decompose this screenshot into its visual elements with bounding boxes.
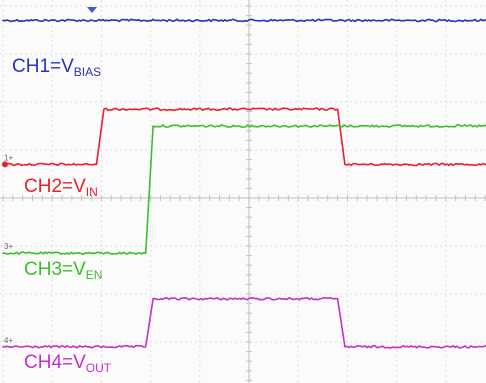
channel-marker-ch4: 4+ [4, 336, 13, 345]
channel-markers: 1+ 3+ 4+ [2, 153, 13, 345]
trace-ch2 [2, 107, 486, 167]
ch4-label: CH4=VOUT [24, 352, 112, 375]
trace-ch3 [2, 124, 486, 255]
channel-marker-ch2: 1+ [4, 153, 13, 162]
trace-ch1 [2, 18, 486, 23]
ch2-label: CH2=VIN [24, 176, 98, 199]
ch2-level-marker-icon [2, 161, 8, 168]
channel-marker-ch3: 3+ [4, 242, 13, 251]
trigger-marker-icon [87, 7, 97, 13]
trace-ch4 [2, 296, 486, 349]
ch3-label: CH3=VEN [24, 259, 102, 282]
channel-labels: CH1=VBIAS CH2=VIN CH3=VEN CH4=VOUT [12, 56, 112, 375]
traces [2, 18, 486, 349]
ch1-label: CH1=VBIAS [12, 56, 101, 79]
